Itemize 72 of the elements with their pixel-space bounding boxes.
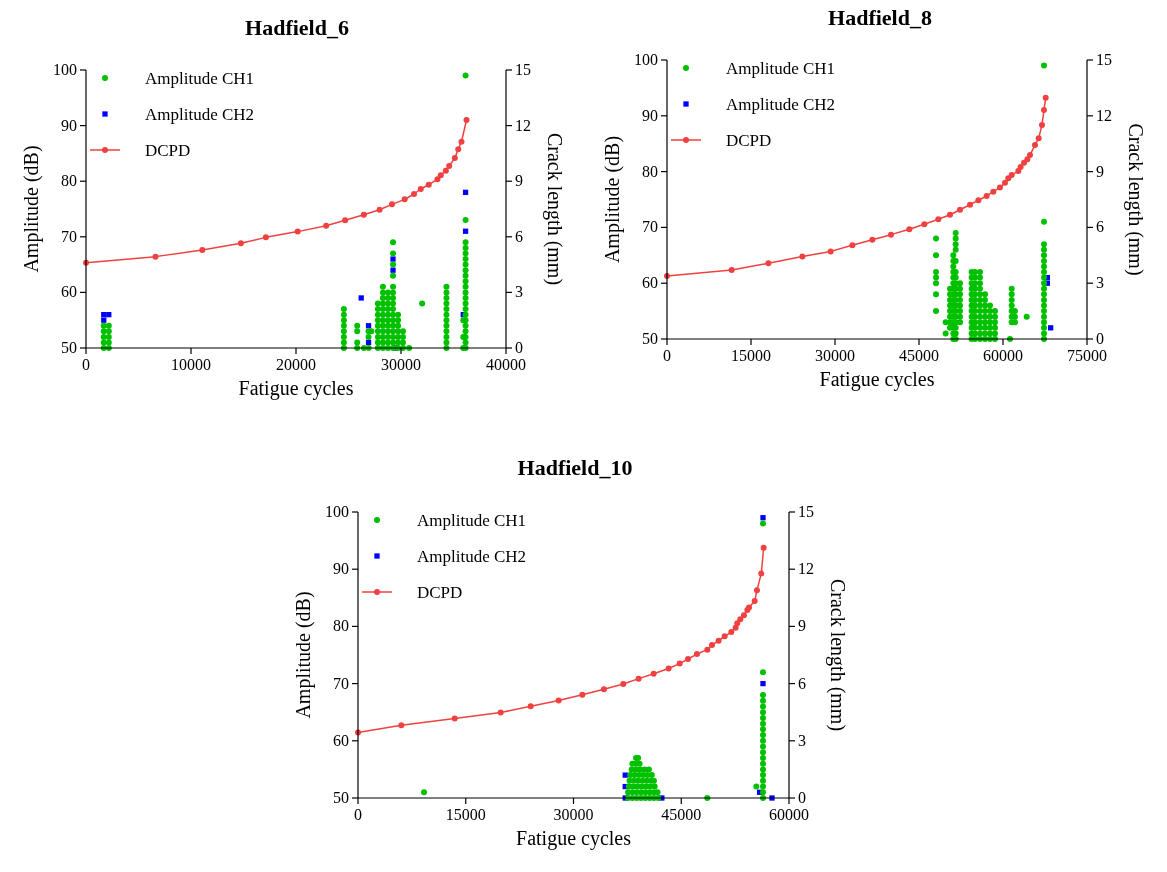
y-tick-label: 60	[61, 283, 77, 301]
y2-tick-label: 15	[798, 503, 814, 520]
x-tick-label: 15000	[731, 347, 771, 364]
y-tick-label: 70	[333, 674, 349, 692]
legend-label: Amplitude CH1	[145, 69, 255, 88]
y2-tick-label: 12	[798, 560, 814, 578]
y-tick-label: 80	[333, 617, 349, 635]
y-axis-title: Amplitude (dB)	[292, 591, 315, 719]
legend-label: DCPD	[145, 141, 191, 160]
y-axis-title: Amplitude (dB)	[601, 135, 624, 264]
x-tick-label: 45000	[899, 347, 939, 364]
y-tick-label: 90	[333, 560, 349, 578]
y-tick-label: 90	[61, 116, 77, 134]
x-tick-label: 0	[663, 347, 671, 364]
y-tick-label: 50	[642, 330, 658, 347]
y-tick-label: 80	[61, 172, 77, 190]
x-tick-label: 15000	[445, 806, 486, 823]
y-tick-label: 70	[642, 218, 658, 236]
y2-tick-label: 0	[798, 789, 806, 806]
chart-title: Hadfield_6	[245, 15, 349, 40]
x-tick-label: 0	[354, 806, 362, 823]
x-axis-title: Fatigue cycles	[238, 377, 354, 400]
x-tick-label: 10000	[171, 356, 211, 373]
x-tick-label: 30000	[553, 806, 594, 823]
y2-tick-label: 6	[798, 674, 806, 692]
y2-tick-label: 3	[1096, 274, 1104, 292]
legend-label: Amplitude CH1	[417, 511, 527, 530]
chart-title: Hadfield_10	[517, 455, 633, 480]
x-tick-label: 75000	[1067, 347, 1107, 364]
y-tick-label: 100	[634, 51, 658, 68]
legend-label: DCPD	[417, 583, 463, 602]
y2-tick-label: 15	[515, 61, 531, 78]
y2-tick-label: 3	[798, 731, 806, 749]
y-tick-label: 70	[61, 227, 77, 245]
x-tick-label: 40000	[486, 356, 526, 373]
y-tick-label: 100	[325, 503, 349, 520]
x-tick-label: 30000	[381, 356, 421, 373]
y-tick-label: 100	[53, 61, 77, 78]
x-tick-label: 0	[82, 356, 90, 373]
legend-label: DCPD	[726, 131, 772, 150]
x-axis-title: Fatigue cycles	[819, 368, 935, 391]
y2-tick-label: 9	[515, 172, 523, 190]
y-axis-title: Amplitude (dB)	[20, 145, 43, 273]
y-tick-label: 50	[61, 339, 77, 356]
y2-tick-label: 0	[1096, 330, 1104, 347]
legend-label: Amplitude CH2	[145, 105, 255, 124]
y2-tick-label: 6	[1096, 218, 1104, 236]
legend-label: Amplitude CH1	[726, 59, 836, 78]
x-tick-label: 60000	[769, 806, 809, 823]
legend-label: Amplitude CH2	[417, 547, 527, 566]
y2-tick-label: 15	[1096, 51, 1112, 68]
y-tick-label: 60	[642, 274, 658, 292]
chart-title: Hadfield_8	[828, 5, 932, 30]
x-axis-title: Fatigue cycles	[516, 827, 632, 850]
x-tick-label: 45000	[661, 806, 702, 823]
y2-tick-label: 12	[515, 116, 531, 134]
y2-tick-label: 12	[1096, 106, 1112, 124]
y2-tick-label: 3	[515, 283, 523, 301]
x-tick-label: 20000	[276, 356, 316, 373]
y2-axis-title: Crack length (mm)	[826, 578, 849, 732]
y-tick-label: 60	[333, 731, 349, 749]
x-tick-label: 30000	[815, 347, 855, 364]
y2-axis-title: Crack length (mm)	[543, 132, 566, 286]
y-tick-label: 90	[642, 106, 658, 124]
y-tick-label: 80	[642, 162, 658, 180]
y-tick-label: 50	[333, 789, 349, 806]
y2-tick-label: 6	[515, 227, 523, 245]
x-tick-label: 60000	[983, 347, 1023, 364]
legend-label: Amplitude CH2	[726, 95, 836, 114]
y2-tick-label: 9	[798, 617, 806, 635]
y2-axis-title: Crack length (mm)	[1124, 123, 1147, 276]
y2-tick-label: 9	[1096, 162, 1104, 180]
